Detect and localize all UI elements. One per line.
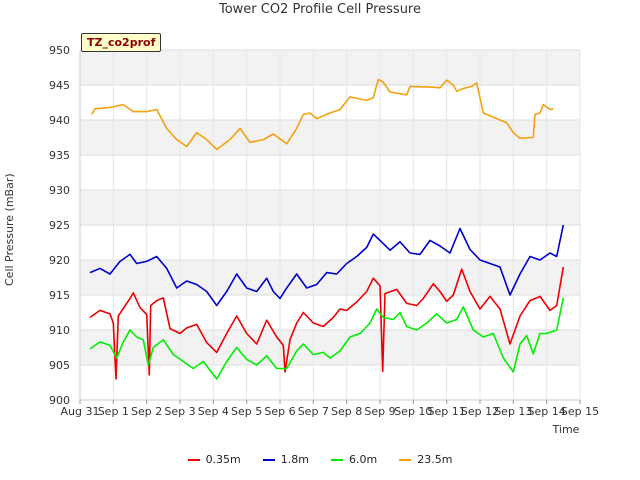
- y-tick-label: 940: [49, 114, 70, 127]
- legend-item-3: 23.5m: [399, 453, 452, 466]
- y-tick-label: 915: [49, 289, 70, 302]
- legend-swatch-1: [262, 458, 275, 461]
- x-tick-label: Sep 5: [231, 405, 262, 418]
- y-tick-label: 920: [49, 254, 70, 267]
- x-axis-label: Time: [552, 423, 580, 436]
- plot-band: [80, 120, 580, 155]
- plot-band: [80, 190, 580, 225]
- y-axis-ticks: 900 905 910 915 920 925 930 935 940 945 950: [49, 44, 70, 407]
- x-tick-label: Sep 13: [494, 405, 532, 418]
- legend-swatch-0: [187, 458, 200, 461]
- y-tick-label: 935: [49, 149, 70, 162]
- series-line-1.8m: [89, 224, 565, 307]
- legend-label-0: 0.35m: [205, 453, 241, 466]
- series-lines: [89, 78, 565, 380]
- series-line-23.5m: [91, 78, 554, 151]
- x-tick-label: Sep 14: [528, 405, 566, 418]
- legend-label-3: 23.5m: [417, 453, 453, 466]
- y-tick-label: 930: [49, 184, 70, 197]
- plot-band: [80, 330, 580, 365]
- x-tick-label: Sep 8: [331, 405, 362, 418]
- axes: [79, 50, 580, 401]
- plot-band: [80, 365, 580, 400]
- legend-label-1: 1.8m: [280, 453, 309, 466]
- y-tick-label: 950: [49, 44, 70, 57]
- plot-band: [80, 50, 580, 85]
- x-tick-label: Sep 15: [561, 405, 599, 418]
- x-tick-label: Sep 4: [198, 405, 229, 418]
- legend-item-2: 6.0m: [331, 453, 377, 466]
- y-tick-label: 925: [49, 219, 70, 232]
- y-tick-label: 900: [49, 394, 70, 407]
- legend-label-2: 6.0m: [349, 453, 378, 466]
- x-tick-label: Sep 7: [298, 405, 329, 418]
- x-tick-label: Sep 2: [131, 405, 162, 418]
- plot-band: [80, 225, 580, 260]
- legend: 0.35m 1.8m 6.0m 23.5m: [0, 453, 640, 466]
- x-tick-label: Sep 12: [461, 405, 499, 418]
- chart-title: Tower CO2 Profile Cell Pressure: [218, 2, 421, 17]
- x-tick-label: Sep 9: [364, 405, 395, 418]
- legend-item-1: 1.8m: [262, 453, 309, 466]
- legend-item-0: 0.35m: [187, 453, 241, 466]
- y-tick-label: 905: [49, 359, 70, 372]
- x-tick-label: Sep 1: [98, 405, 129, 418]
- legend-swatch-2: [331, 458, 343, 461]
- series-line-6.0m: [89, 297, 565, 380]
- x-tick-label: Sep 11: [428, 405, 466, 418]
- site-label-box: TZ_co2prof: [81, 33, 162, 52]
- plot-band: [80, 85, 580, 120]
- plot-band: [80, 155, 580, 190]
- x-tick-label: Sep 6: [264, 405, 295, 418]
- legend-swatch-3: [399, 458, 412, 461]
- y-axis-label-text: Cell Pressure (mBar): [3, 173, 16, 286]
- y-tick-label: 910: [49, 324, 70, 337]
- y-tick-label: 945: [49, 79, 70, 92]
- plot-band: [80, 260, 580, 295]
- x-tick-label: Sep 10: [394, 405, 432, 418]
- x-tick-label: Aug 31: [61, 405, 100, 418]
- x-tick-label: Sep 3: [164, 405, 195, 418]
